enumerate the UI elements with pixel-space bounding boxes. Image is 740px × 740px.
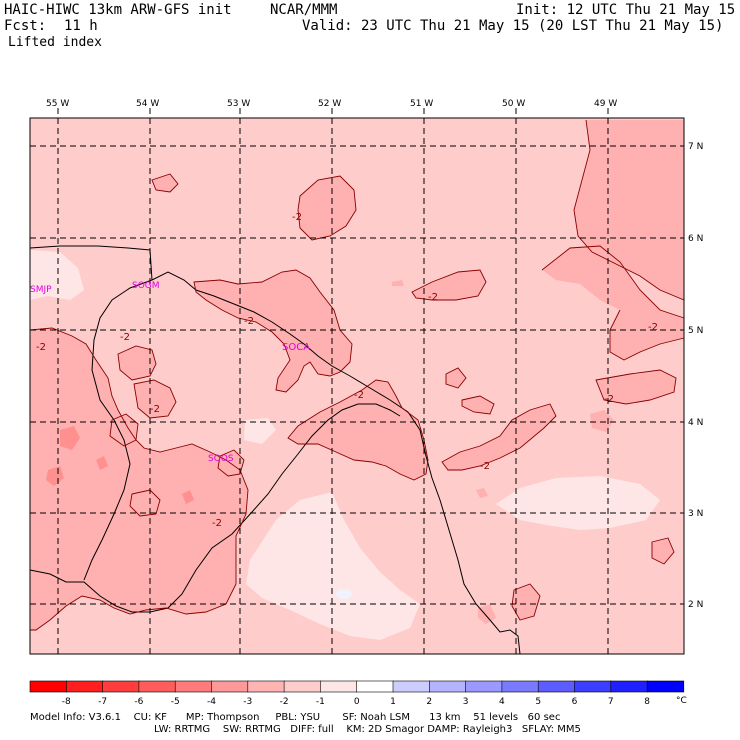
colorbar-swatch (574, 680, 612, 693)
lon-label-55w: 55 W (46, 99, 69, 109)
colorbar-swatch (646, 680, 685, 693)
colorbar-tick-label: 1 (390, 697, 396, 707)
org-label: NCAR/MMM (270, 2, 338, 18)
contour-label: -2 (428, 292, 438, 303)
colorbar-tick-label: 0 (354, 697, 360, 707)
colorbar-tick-label: 2 (426, 697, 432, 707)
colorbar (29, 680, 685, 693)
colorbar-swatch (102, 680, 140, 693)
colorbar-tick-label: 7 (608, 697, 614, 707)
forecast-label: Fcst: (4, 18, 47, 34)
colorbar-swatch (501, 680, 539, 693)
colorbar-unit: °C (676, 696, 687, 706)
lat-label-6n: 6 N (688, 234, 703, 244)
colorbar-tick-label: -1 (316, 697, 325, 707)
colorbar-tick-label: -8 (62, 697, 71, 707)
contour-label: -2 (212, 518, 222, 529)
colorbar-tick-label: 8 (644, 697, 650, 707)
colorbar-swatch (247, 680, 285, 693)
colorbar-tick-label: -6 (134, 697, 143, 707)
strong-instability-spots (46, 426, 194, 504)
lat-label-2n: 2 N (688, 600, 703, 610)
lon-label-54w: 54 W (136, 99, 159, 109)
station-smjp: SMJP (30, 285, 52, 295)
lat-lon-grid (30, 108, 684, 654)
colorbar-swatch (66, 680, 104, 693)
colorbar-tick-label: -3 (243, 697, 252, 707)
model-info-line1: Model Info: V3.6.1 CU: KF MP: Thompson P… (30, 712, 561, 723)
colorbar-tick-label: 4 (499, 697, 505, 707)
colorbar-tick-label: 5 (535, 697, 541, 707)
contour-label: -2 (480, 461, 490, 472)
colorbar-swatch (356, 680, 394, 693)
station-soos: SOOS (208, 454, 234, 464)
contour-label: -2 (244, 316, 254, 327)
model-info-line2: LW: RRTMG SW: RRTMG DIFF: full KM: 2D Sm… (154, 724, 581, 735)
colorbar-tick-label: -2 (280, 697, 289, 707)
contour-value-labels: -2 -2 -2 -2 -2 -2 -2 -2 -2 -2 -2 (36, 212, 658, 529)
longitude-labels: 55 W 54 W 53 W 52 W 51 W 50 W 49 W (46, 99, 617, 109)
lat-label-4n: 4 N (688, 418, 703, 428)
contour-label: -2 (120, 332, 130, 343)
contour-label: -2 (604, 394, 614, 405)
colorbar-tick-label: -7 (98, 697, 107, 707)
contour-label: -2 (292, 212, 302, 223)
near-zero-spot (336, 589, 352, 599)
init-time: Init: 12 UTC Thu 21 May 15 (516, 2, 736, 18)
contour-label: -2 (36, 342, 46, 353)
colorbar-swatch (392, 680, 431, 693)
contour-label: -2 (354, 390, 364, 401)
lat-label-5n: 5 N (688, 326, 703, 336)
colorbar-swatch (465, 680, 503, 693)
lon-label-50w: 50 W (502, 99, 525, 109)
colorbar-tick-labels: -8 -7 -6 -5 -4 -3 -2 -1 0 1 2 3 4 5 6 7 8 (62, 697, 650, 707)
field-name: Lifted index (8, 35, 102, 50)
colorbar-swatch (174, 680, 213, 693)
contour-label: -2 (150, 404, 160, 415)
weak-instability-regions (30, 250, 660, 640)
colorbar-tick-label: -4 (207, 697, 216, 707)
colorbar-swatch (610, 680, 648, 693)
forecast-hour: 11 h (64, 18, 98, 34)
contour-label: -2 (648, 322, 658, 333)
station-soca: SOCA (282, 342, 310, 353)
latitude-labels: 7 N 6 N 5 N 4 N 3 N 2 N (688, 142, 703, 610)
colorbar-swatch (138, 680, 176, 693)
map-frame (29, 117, 685, 655)
colorbar-swatch (29, 680, 68, 693)
lon-label-53w: 53 W (227, 99, 250, 109)
colorbar-tick-label: 6 (572, 697, 578, 707)
colorbar-swatch (537, 680, 576, 693)
lon-label-51w: 51 W (410, 99, 433, 109)
colorbar-swatch (211, 680, 249, 693)
station-labels: SMJP SOGM SOCA SOOS (30, 281, 310, 464)
lat-label-3n: 3 N (688, 509, 703, 519)
colorbar-swatch (428, 680, 467, 693)
model-title: HAIC-HIWC 13km ARW-GFS init (4, 2, 232, 18)
colorbar-swatch (283, 680, 322, 693)
colorbar-swatch (320, 680, 358, 693)
lon-label-49w: 49 W (594, 99, 617, 109)
lat-label-7n: 7 N (688, 142, 703, 152)
station-sogm: SOGM (132, 281, 160, 291)
lon-label-52w: 52 W (318, 99, 341, 109)
lifted-index-contours (29, 119, 685, 631)
colorbar-tick-label: -5 (171, 697, 180, 707)
colorbar-tick-label: 3 (463, 697, 469, 707)
valid-time: Valid: 23 UTC Thu 21 May 15 (20 LST Thu … (302, 18, 724, 34)
